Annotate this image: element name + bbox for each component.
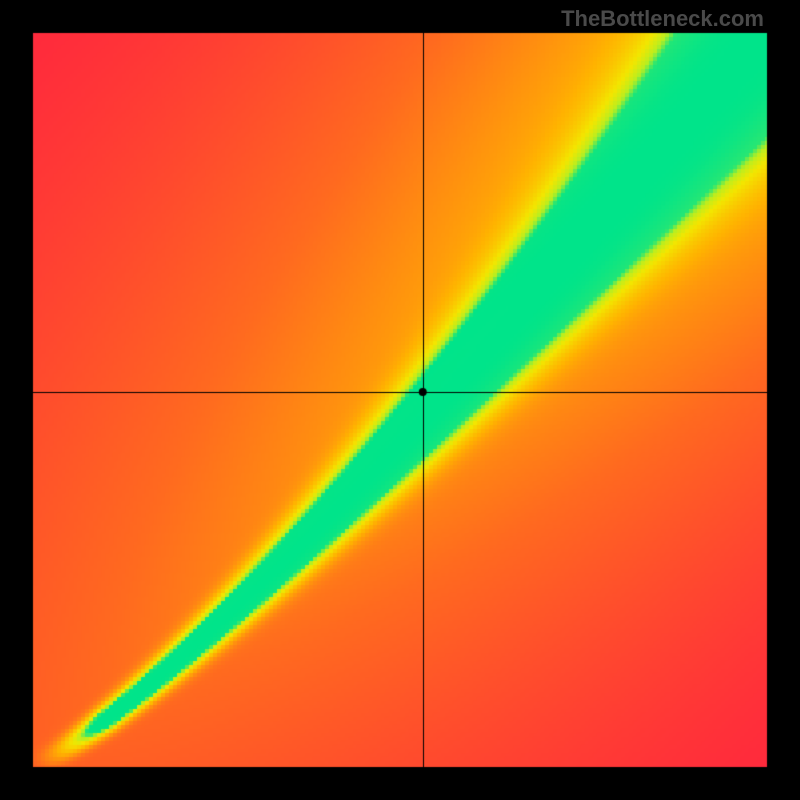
watermark-text: TheBottleneck.com (561, 6, 764, 32)
bottleneck-heatmap (0, 0, 800, 800)
